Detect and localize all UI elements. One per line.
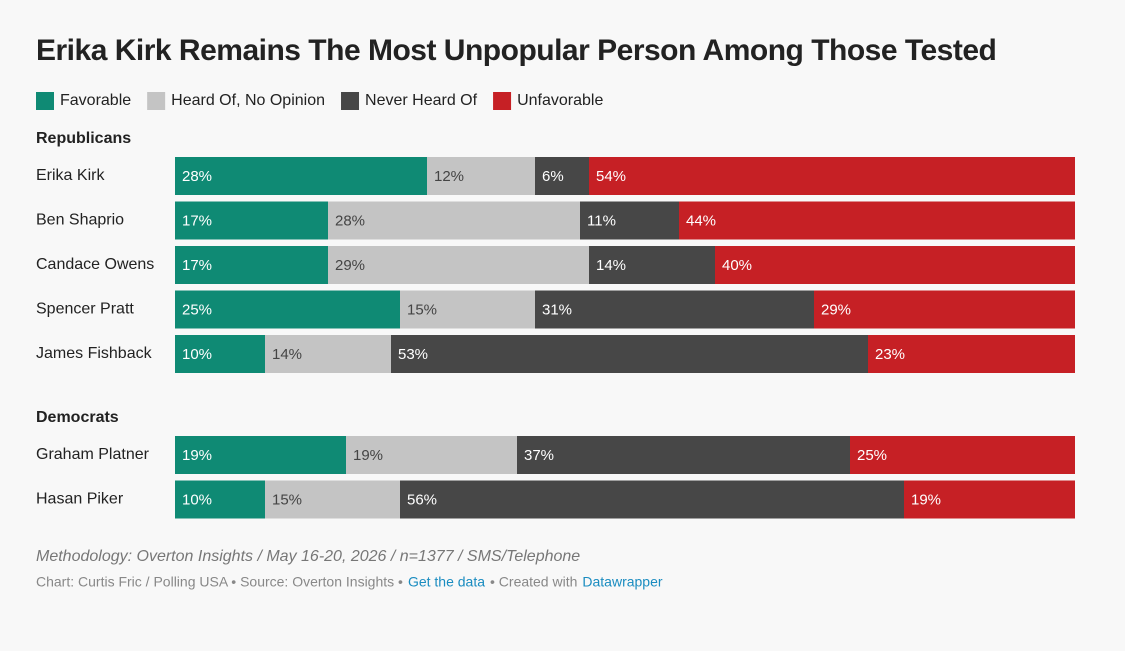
bar-segment <box>400 290 535 329</box>
bar-segment <box>175 436 346 474</box>
bar-segment <box>265 335 391 373</box>
category-label: Erika Kirk <box>36 167 105 184</box>
bar-segment <box>175 157 427 195</box>
value-label: 23% <box>875 346 905 363</box>
bar-segment <box>904 480 1075 519</box>
value-label: 19% <box>353 447 383 464</box>
legend-swatch <box>341 92 360 110</box>
value-label: 12% <box>434 168 464 185</box>
category-label: Hasan Piker <box>36 491 124 508</box>
bar-segment <box>535 290 814 329</box>
value-label: 17% <box>182 212 212 229</box>
footer-link[interactable]: Get the data <box>408 574 485 590</box>
value-label: 17% <box>182 257 212 274</box>
group-label: Republicans <box>36 130 131 147</box>
bar-segment <box>175 246 328 284</box>
chart-title: Erika Kirk Remains The Most Unpopular Pe… <box>36 34 996 67</box>
value-label: 40% <box>722 257 752 274</box>
legend-label: Unfavorable <box>517 92 603 109</box>
bar-segment <box>517 436 850 474</box>
value-label: 56% <box>407 491 437 508</box>
footer-link[interactable]: Datawrapper <box>582 574 662 590</box>
bar-segment <box>589 246 715 284</box>
legend-label: Never Heard Of <box>365 92 478 109</box>
value-label: 29% <box>821 301 851 318</box>
bar-segment <box>679 201 1075 240</box>
value-label: 28% <box>182 168 212 185</box>
methodology: Methodology: Overton Insights / May 16-2… <box>36 548 580 565</box>
value-label: 25% <box>182 301 212 318</box>
bar-segment <box>328 246 589 284</box>
value-label: 11% <box>587 212 616 229</box>
value-label: 10% <box>182 346 212 363</box>
value-label: 10% <box>182 491 212 508</box>
footer-text: • Created with <box>490 574 577 590</box>
group-label: Democrats <box>36 409 119 426</box>
value-label: 14% <box>272 346 302 363</box>
value-label: 29% <box>335 257 365 274</box>
category-label: Candace Owens <box>36 256 154 273</box>
value-label: 14% <box>596 257 626 274</box>
bar-segment <box>715 246 1075 284</box>
value-label: 15% <box>272 491 302 508</box>
footer-text: Chart: Curtis Fric / Polling USA • Sourc… <box>36 574 403 590</box>
bar-segment <box>175 480 265 519</box>
legend-swatch <box>147 92 166 110</box>
category-label: Spencer Pratt <box>36 301 134 318</box>
value-label: 53% <box>398 346 428 363</box>
bar-segment <box>346 436 517 474</box>
bar-segment <box>814 290 1075 329</box>
value-label: 31% <box>542 301 572 318</box>
legend-label: Favorable <box>60 92 131 109</box>
value-label: 15% <box>407 301 437 318</box>
bar-segment <box>400 480 904 519</box>
bar-segment <box>868 335 1075 373</box>
value-label: 19% <box>182 447 212 464</box>
value-label: 54% <box>596 168 626 185</box>
bar-segment <box>265 480 400 519</box>
value-label: 25% <box>857 447 887 464</box>
category-label: James Fishback <box>36 345 153 362</box>
bar-segment <box>535 157 589 195</box>
value-label: 28% <box>335 212 365 229</box>
value-label: 19% <box>911 491 941 508</box>
bar-segment <box>580 201 679 240</box>
bar-segment <box>175 201 328 240</box>
legend-label: Heard Of, No Opinion <box>171 92 325 109</box>
bar-segment <box>850 436 1075 474</box>
value-label: 6% <box>542 168 564 185</box>
bar-segment <box>175 335 265 373</box>
bar-segment <box>328 201 580 240</box>
value-label: 44% <box>686 212 716 229</box>
legend-swatch <box>36 92 54 110</box>
bar-segment <box>391 335 868 373</box>
category-label: Graham Platner <box>36 446 150 463</box>
value-label: 37% <box>524 447 554 464</box>
legend-swatch <box>493 92 512 110</box>
bar-segment <box>175 290 400 329</box>
category-label: Ben Shaprio <box>36 212 124 229</box>
bar-segment <box>427 157 535 195</box>
bar-segment <box>589 157 1075 195</box>
